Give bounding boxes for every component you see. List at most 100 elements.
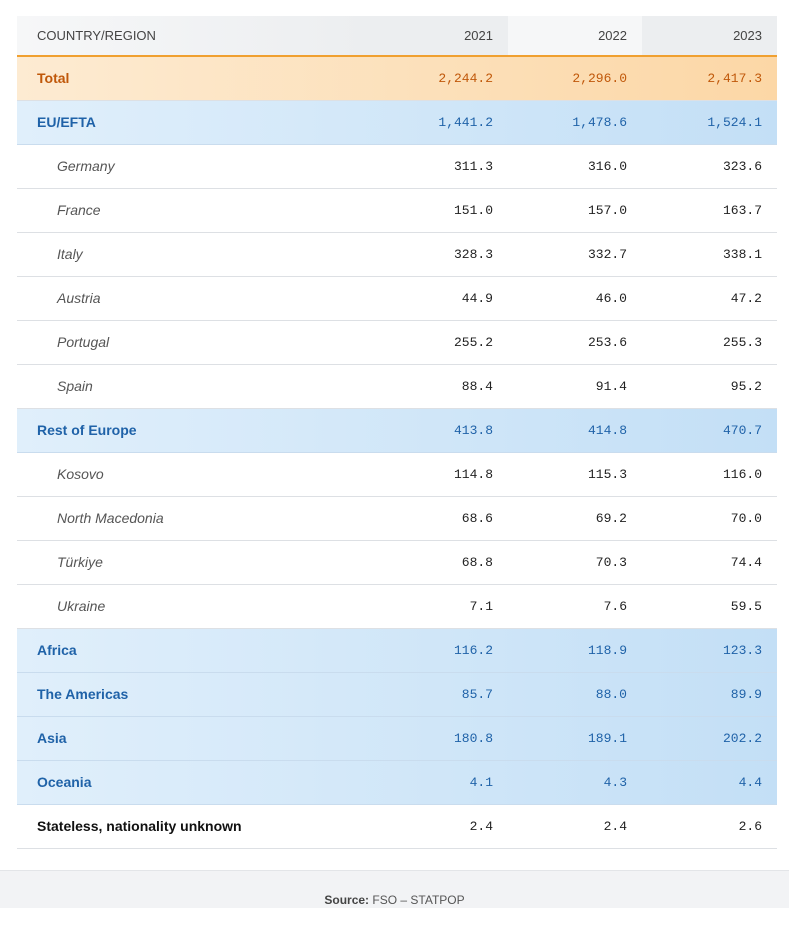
value-cell: 470.7 [642,408,777,453]
table-row: Germany 311.3 316.0 323.6 [17,144,777,189]
value-cell: 46.0 [508,276,642,321]
value-cell: 151.0 [374,188,508,233]
table-row: France 151.0 157.0 163.7 [17,188,777,233]
value-cell: 189.1 [508,716,642,761]
value-cell: 74.4 [642,540,777,585]
table-row: Oceania 4.1 4.3 4.4 [17,760,777,805]
value-cell: 202.2 [642,716,777,761]
value-cell: 413.8 [374,408,508,453]
source-footer: Source: FSO – STATPOP [0,870,789,908]
row-label: Portugal [17,320,374,365]
value-cell: 255.2 [374,320,508,365]
table-row: Austria 44.9 46.0 47.2 [17,276,777,321]
value-cell: 70.3 [508,540,642,585]
value-cell: 338.1 [642,232,777,277]
row-label: Asia [17,716,374,761]
source-label: Source: [324,893,370,907]
value-cell: 59.5 [642,584,777,629]
value-cell: 70.0 [642,496,777,541]
header-cell: 2022 [508,16,642,57]
row-label: North Macedonia [17,496,374,541]
table-row: North Macedonia 68.6 69.2 70.0 [17,496,777,541]
value-cell: 2.4 [508,804,642,849]
value-cell: 44.9 [374,276,508,321]
value-cell: 116.0 [642,452,777,497]
value-cell: 2.6 [642,804,777,849]
value-cell: 68.8 [374,540,508,585]
row-label: Total [17,56,374,101]
value-cell: 253.6 [508,320,642,365]
table-row: Stateless, nationality unknown 2.4 2.4 2.6 [17,804,777,849]
row-label: EU/EFTA [17,100,374,145]
value-cell: 7.1 [374,584,508,629]
row-label: Africa [17,628,374,673]
header-cell: 2021 [374,16,508,57]
value-cell: 2,296.0 [508,56,642,101]
value-cell: 91.4 [508,364,642,409]
table-row: Kosovo 114.8 115.3 116.0 [17,452,777,497]
page: COUNTRY/REGION 2021 2022 2023 Total 2,244… [0,16,789,908]
table-row: Portugal 255.2 253.6 255.3 [17,320,777,365]
value-cell: 4.4 [642,760,777,805]
table-row: Spain 88.4 91.4 95.2 [17,364,777,409]
value-cell: 4.1 [374,760,508,805]
value-cell: 88.0 [508,672,642,717]
value-cell: 69.2 [508,496,642,541]
value-cell: 68.6 [374,496,508,541]
value-cell: 2,417.3 [642,56,777,101]
value-cell: 323.6 [642,144,777,189]
value-cell: 7.6 [508,584,642,629]
table-row: Asia 180.8 189.1 202.2 [17,716,777,761]
header-cell: 2023 [642,16,777,57]
row-label: Germany [17,144,374,189]
value-cell: 123.3 [642,628,777,673]
source-text: FSO – STATPOP [372,893,465,907]
value-cell: 311.3 [374,144,508,189]
row-label: The Americas [17,672,374,717]
value-cell: 1,524.1 [642,100,777,145]
row-label: Ukraine [17,584,374,629]
value-cell: 316.0 [508,144,642,189]
table-row: Türkiye 68.8 70.3 74.4 [17,540,777,585]
value-cell: 89.9 [642,672,777,717]
value-cell: 85.7 [374,672,508,717]
value-cell: 332.7 [508,232,642,277]
table-row: Africa 116.2 118.9 123.3 [17,628,777,673]
value-cell: 118.9 [508,628,642,673]
row-label: France [17,188,374,233]
header-cell: COUNTRY/REGION [17,16,374,57]
value-cell: 115.3 [508,452,642,497]
table-header: COUNTRY/REGION 2021 2022 2023 [17,16,777,57]
value-cell: 88.4 [374,364,508,409]
table-row: Ukraine 7.1 7.6 59.5 [17,584,777,629]
value-cell: 328.3 [374,232,508,277]
row-label: Austria [17,276,374,321]
table-row: EU/EFTA 1,441.2 1,478.6 1,524.1 [17,100,777,145]
table-row: Italy 328.3 332.7 338.1 [17,232,777,277]
row-label: Italy [17,232,374,277]
table-row: Total 2,244.2 2,296.0 2,417.3 [17,56,777,101]
row-label: Spain [17,364,374,409]
value-cell: 414.8 [508,408,642,453]
value-cell: 1,441.2 [374,100,508,145]
value-cell: 163.7 [642,188,777,233]
header-row: COUNTRY/REGION 2021 2022 2023 [17,16,777,57]
table-container: COUNTRY/REGION 2021 2022 2023 Total 2,244… [17,16,777,849]
row-label: Kosovo [17,452,374,497]
table-body: Total 2,244.2 2,296.0 2,417.3 EU/EFTA 1,441.2… [17,56,777,849]
value-cell: 47.2 [642,276,777,321]
table-row: Rest of Europe 413.8 414.8 470.7 [17,408,777,453]
value-cell: 255.3 [642,320,777,365]
value-cell: 2.4 [374,804,508,849]
value-cell: 114.8 [374,452,508,497]
row-label: Stateless, nationality unknown [17,804,374,849]
table-row: The Americas 85.7 88.0 89.9 [17,672,777,717]
row-label: Türkiye [17,540,374,585]
value-cell: 116.2 [374,628,508,673]
value-cell: 157.0 [508,188,642,233]
row-label: Rest of Europe [17,408,374,453]
row-label: Oceania [17,760,374,805]
value-cell: 1,478.6 [508,100,642,145]
data-table: COUNTRY/REGION 2021 2022 2023 Total 2,244… [17,16,777,849]
value-cell: 95.2 [642,364,777,409]
